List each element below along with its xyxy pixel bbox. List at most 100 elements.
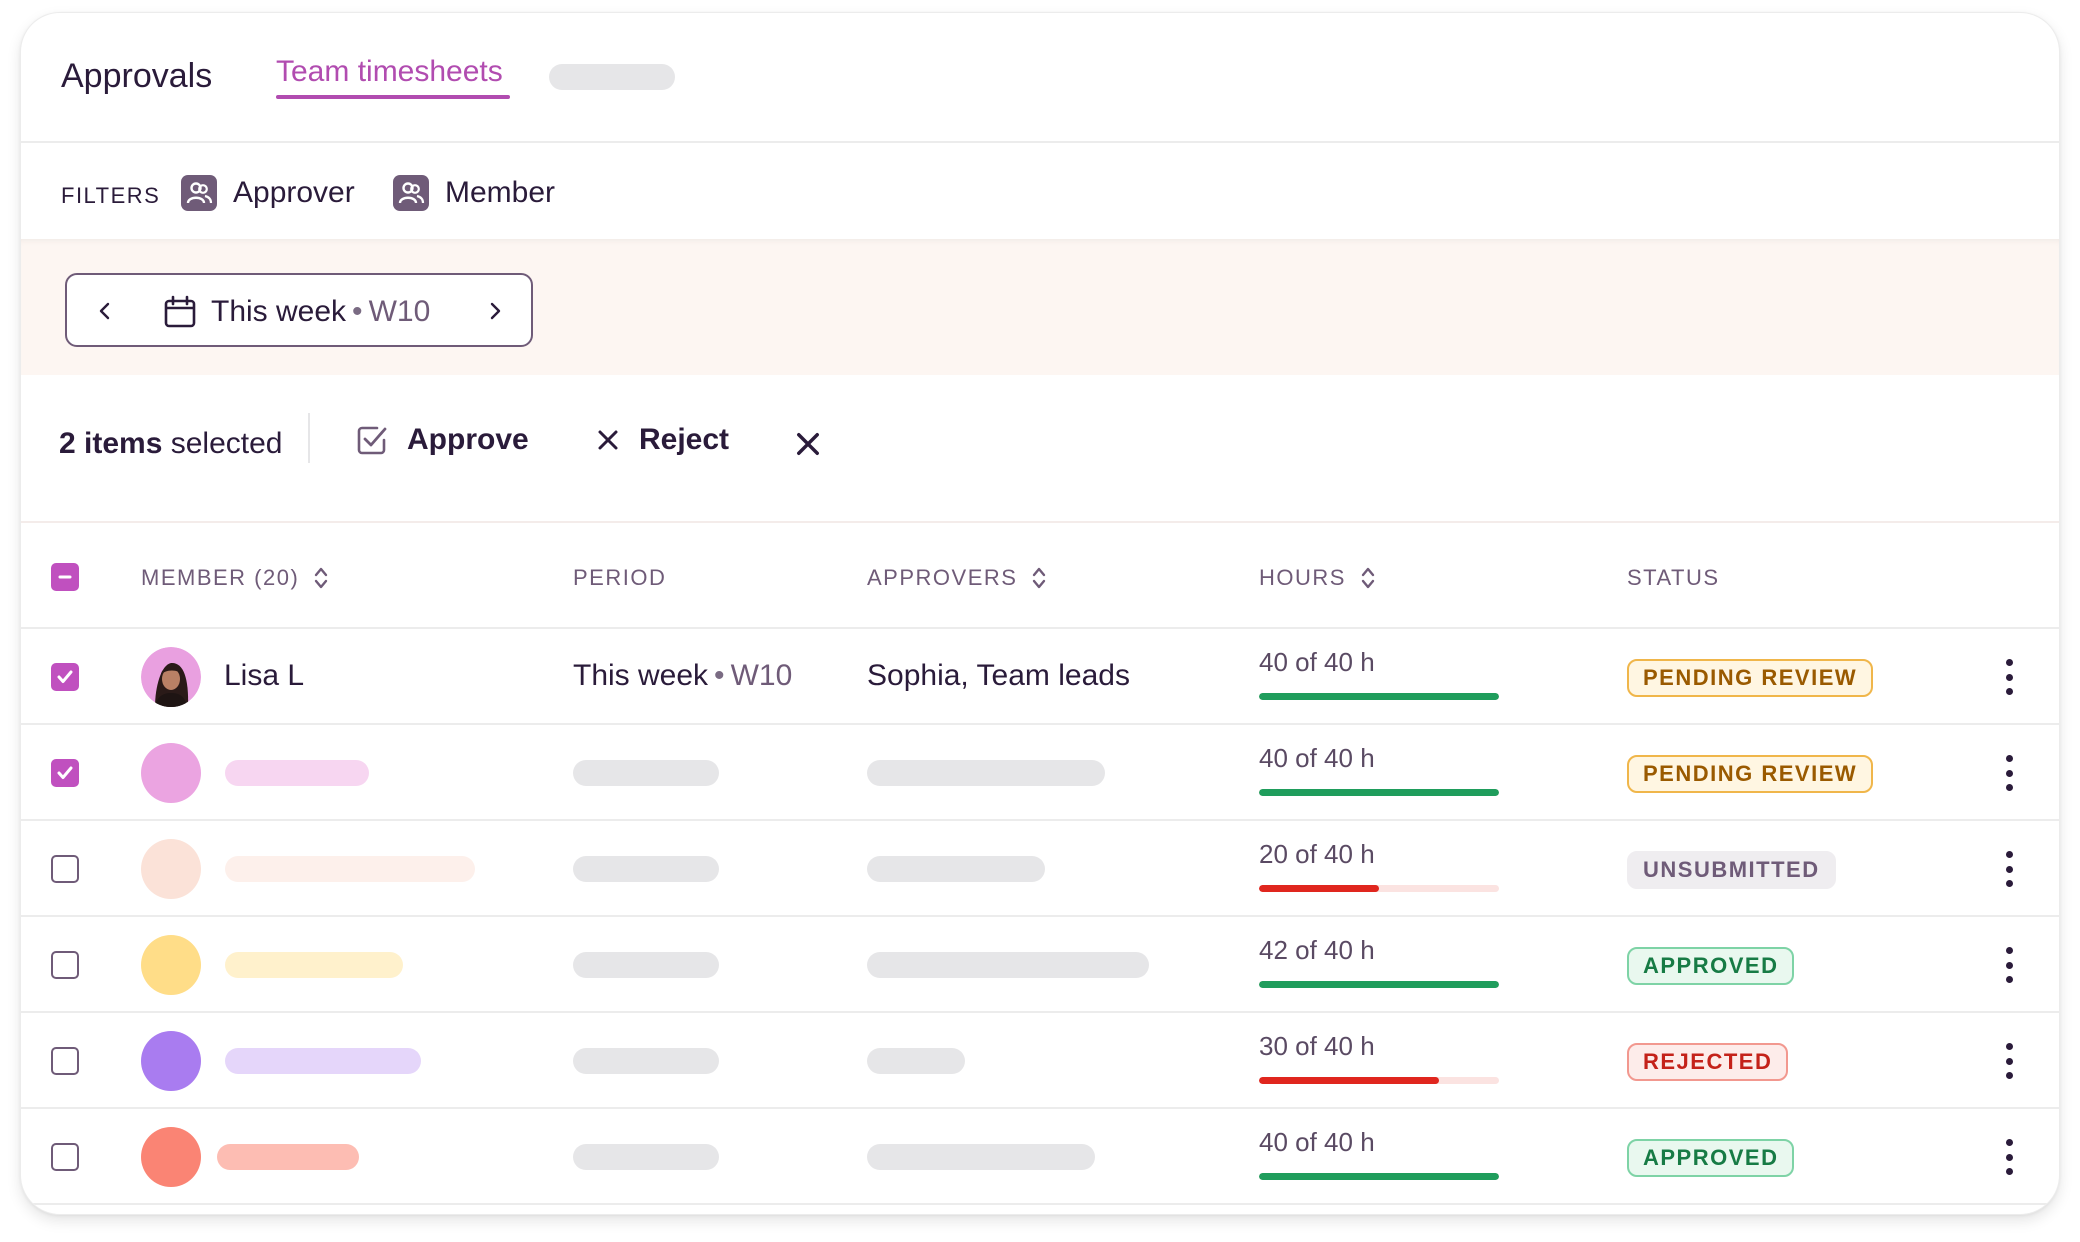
reject-button[interactable]: Reject [595, 423, 729, 457]
more-options-icon[interactable] [2003, 851, 2015, 887]
selected-count: 2 items selected [59, 427, 282, 461]
filter-approver-label: Approver [233, 176, 355, 209]
hours-progress-fill [1259, 981, 1499, 988]
close-icon [595, 427, 621, 453]
week-number: W10 [368, 295, 431, 328]
more-options-icon[interactable] [2003, 1139, 2015, 1175]
chevron-left-icon[interactable] [87, 293, 123, 329]
name-placeholder [225, 952, 403, 978]
hours-progress [1259, 885, 1499, 892]
column-member-label: MEMBER (20) [141, 565, 300, 590]
period-placeholder [573, 856, 719, 882]
sort-icon[interactable] [313, 565, 329, 591]
select-all-checkbox[interactable] [51, 563, 79, 591]
tab-team-timesheets[interactable]: Team timesheets [276, 55, 503, 88]
more-options-icon[interactable] [2003, 659, 2015, 695]
filter-approver[interactable]: Approver [181, 173, 355, 213]
period-week: W10 [730, 659, 793, 692]
status-badge: APPROVED [1627, 947, 1795, 985]
week-band: This week • W10 [21, 239, 2059, 375]
period-label: This week [573, 659, 709, 692]
tab-placeholder [549, 64, 675, 90]
reject-label: Reject [639, 423, 730, 456]
column-approvers-label: APPROVERS [867, 565, 1018, 590]
week-label: This week [211, 295, 347, 328]
name-placeholder [217, 1144, 359, 1170]
row-checkbox[interactable] [51, 855, 79, 883]
status-badge: APPROVED [1627, 1139, 1795, 1177]
avatar [141, 743, 201, 803]
sort-icon[interactable] [1360, 565, 1376, 591]
column-status-label: STATUS [1627, 565, 1720, 590]
check-square-icon [355, 423, 389, 457]
hours-value: 40 of 40 h [1259, 743, 1375, 773]
hours-progress-fill [1259, 1173, 1499, 1180]
more-options-icon[interactable] [2003, 755, 2015, 791]
filter-member[interactable]: Member [393, 173, 555, 213]
column-member[interactable]: MEMBER (20) [141, 565, 329, 591]
column-period: PERIOD [573, 565, 666, 591]
period-placeholder [573, 952, 719, 978]
avatar [141, 935, 201, 995]
active-tab-indicator [276, 95, 510, 99]
period-placeholder [573, 760, 719, 786]
tab-approvals[interactable]: Approvals [61, 57, 213, 95]
hours-progress [1259, 981, 1499, 988]
status-badge: PENDING REVIEW [1627, 659, 1874, 697]
row-checkbox[interactable] [51, 951, 79, 979]
filters-bar: FILTERS Approver Memb [21, 145, 2059, 247]
approvers-value: Sophia, Team leads [867, 659, 1130, 692]
table-row[interactable]: 40 of 40 h APPROVED [21, 1109, 2059, 1205]
hours-progress-fill [1259, 1077, 1439, 1084]
hours-progress-fill [1259, 885, 1379, 892]
approvers-placeholder [867, 952, 1149, 978]
row-checkbox[interactable] [51, 759, 79, 787]
column-approvers[interactable]: APPROVERS [867, 565, 1047, 591]
hours-progress [1259, 693, 1499, 700]
approvals-card: Approvals Team timesheets FILTERS Approv… [20, 12, 2060, 1215]
divider [308, 413, 310, 463]
more-options-icon[interactable] [2003, 947, 2015, 983]
people-icon [393, 175, 429, 211]
column-period-label: PERIOD [573, 565, 667, 590]
approve-button[interactable]: Approve [355, 423, 529, 457]
approve-label: Approve [407, 423, 529, 456]
more-options-icon[interactable] [2003, 1043, 2015, 1079]
table-row[interactable]: 20 of 40 h UNSUBMITTED [21, 821, 2059, 917]
hours-value: 30 of 40 h [1259, 1031, 1375, 1061]
hours-value: 42 of 40 h [1259, 935, 1375, 965]
selection-bar: 2 items selected Approve Reject [21, 375, 2059, 511]
row-checkbox[interactable] [51, 663, 79, 691]
sort-icon[interactable] [1031, 565, 1047, 591]
filter-member-label: Member [445, 176, 556, 209]
table-row[interactable]: 42 of 40 h APPROVED [21, 917, 2059, 1013]
name-placeholder [225, 856, 475, 882]
approvers-placeholder [867, 856, 1045, 882]
filters-label: FILTERS [61, 183, 161, 208]
hours-value: 20 of 40 h [1259, 839, 1375, 869]
chevron-right-icon[interactable] [477, 293, 513, 329]
week-picker-label: This week • W10 [211, 295, 431, 328]
table-row[interactable]: Lisa L This week • W10 Sophia, Team leads … [21, 629, 2059, 725]
name-placeholder [225, 760, 369, 786]
avatar [141, 839, 201, 899]
week-picker[interactable]: This week • W10 [65, 273, 533, 347]
table-header: MEMBER (20) PERIOD APPROVERS HOURS STATU… [21, 521, 2059, 629]
name-placeholder [225, 1048, 421, 1074]
hours-value: 40 of 40 h [1259, 647, 1375, 677]
row-checkbox[interactable] [51, 1047, 79, 1075]
approvers-placeholder [867, 760, 1105, 786]
column-hours-label: HOURS [1259, 565, 1346, 590]
status-badge: REJECTED [1627, 1043, 1789, 1081]
period-value: This week • W10 [573, 659, 793, 692]
clear-selection-icon[interactable] [793, 429, 823, 464]
table-row[interactable]: 30 of 40 h REJECTED [21, 1013, 2059, 1109]
table-row[interactable]: 40 of 40 h PENDING REVIEW [21, 725, 2059, 821]
hours-progress [1259, 1077, 1499, 1084]
row-checkbox[interactable] [51, 1143, 79, 1171]
hours-value: 40 of 40 h [1259, 1127, 1375, 1157]
status-badge: PENDING REVIEW [1627, 755, 1874, 793]
approvers-placeholder [867, 1048, 965, 1074]
approvers-placeholder [867, 1144, 1095, 1170]
column-hours[interactable]: HOURS [1259, 565, 1376, 591]
